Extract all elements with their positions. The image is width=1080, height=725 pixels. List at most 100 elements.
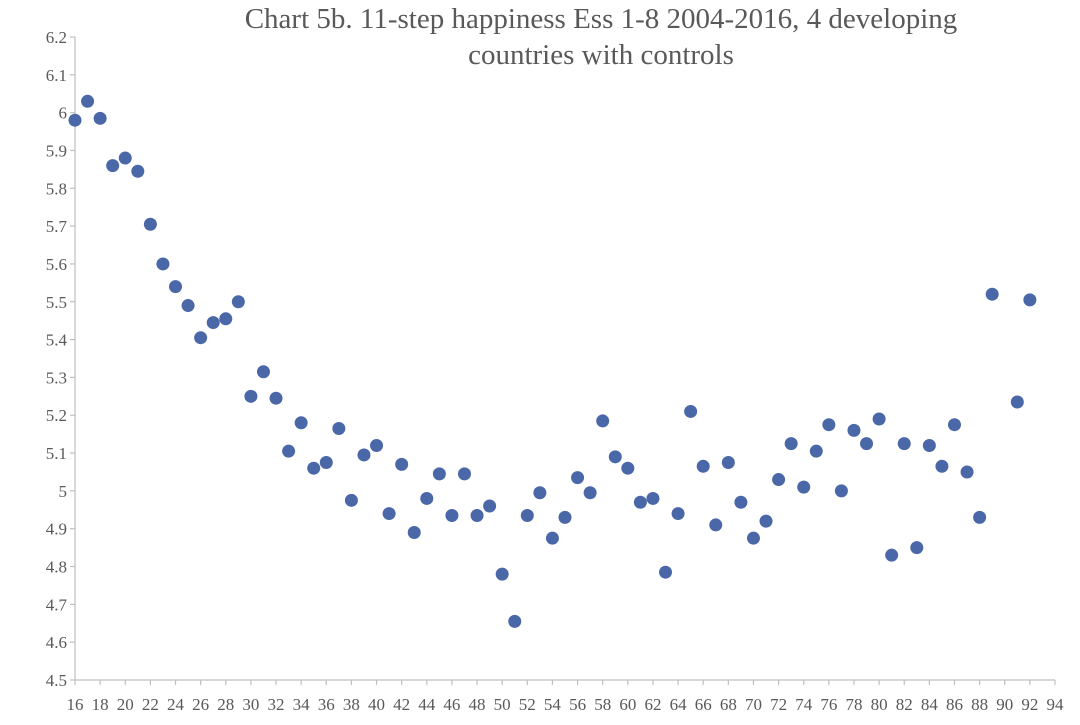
data-point bbox=[219, 312, 233, 326]
x-tick-label: 22 bbox=[142, 695, 159, 714]
y-tick-label: 4.5 bbox=[46, 671, 67, 690]
x-tick-label: 78 bbox=[845, 695, 862, 714]
data-point bbox=[596, 414, 610, 428]
y-tick-label: 6.1 bbox=[46, 66, 67, 85]
x-tick-label: 56 bbox=[569, 695, 586, 714]
data-point bbox=[1023, 293, 1037, 307]
x-tick-label: 20 bbox=[117, 695, 134, 714]
data-point bbox=[973, 510, 987, 524]
x-tick-label: 36 bbox=[318, 695, 335, 714]
data-point bbox=[960, 465, 974, 479]
x-tick-label: 76 bbox=[820, 695, 837, 714]
x-tick-label: 90 bbox=[996, 695, 1013, 714]
data-point bbox=[282, 444, 296, 458]
data-point bbox=[344, 493, 358, 507]
data-point bbox=[357, 448, 371, 462]
data-point bbox=[872, 412, 886, 426]
x-tick-label: 52 bbox=[519, 695, 536, 714]
x-tick-label: 84 bbox=[921, 695, 939, 714]
x-tick-label: 68 bbox=[720, 695, 737, 714]
data-point bbox=[721, 456, 735, 470]
data-point bbox=[156, 257, 170, 271]
x-tick-label: 94 bbox=[1047, 695, 1065, 714]
data-point bbox=[395, 457, 409, 471]
x-tick-label: 60 bbox=[619, 695, 636, 714]
x-tick-label: 26 bbox=[192, 695, 209, 714]
x-tick-label: 46 bbox=[443, 695, 460, 714]
data-point bbox=[407, 525, 421, 539]
data-point bbox=[483, 499, 497, 513]
data-point bbox=[382, 507, 396, 521]
data-point bbox=[143, 217, 157, 231]
data-point bbox=[457, 467, 471, 481]
data-point bbox=[947, 418, 961, 432]
data-point bbox=[659, 565, 673, 579]
data-point bbox=[709, 518, 723, 532]
x-tick-label: 48 bbox=[469, 695, 486, 714]
data-point bbox=[684, 404, 698, 418]
data-point bbox=[470, 508, 484, 522]
y-tick-label: 5.8 bbox=[46, 179, 67, 198]
data-point bbox=[935, 459, 949, 473]
data-point bbox=[169, 280, 183, 294]
y-tick-label: 4.7 bbox=[46, 595, 68, 614]
x-tick-label: 54 bbox=[544, 695, 562, 714]
data-point bbox=[118, 151, 132, 165]
x-tick-label: 86 bbox=[946, 695, 963, 714]
x-tick-label: 16 bbox=[67, 695, 84, 714]
data-point bbox=[671, 507, 685, 521]
data-point bbox=[860, 437, 874, 451]
x-tick-label: 64 bbox=[670, 695, 688, 714]
data-point bbox=[734, 495, 748, 509]
x-tick-label: 32 bbox=[268, 695, 285, 714]
x-tick-label: 72 bbox=[770, 695, 787, 714]
x-tick-label: 24 bbox=[167, 695, 185, 714]
data-point bbox=[922, 438, 936, 452]
data-point bbox=[508, 614, 522, 628]
data-point bbox=[432, 467, 446, 481]
data-point bbox=[784, 437, 798, 451]
data-point bbox=[332, 421, 346, 435]
y-tick-label: 5.6 bbox=[46, 255, 67, 274]
x-tick-label: 34 bbox=[293, 695, 311, 714]
data-point bbox=[93, 111, 107, 125]
data-point bbox=[445, 508, 459, 522]
data-point bbox=[256, 365, 270, 379]
data-point bbox=[370, 438, 384, 452]
data-point bbox=[131, 164, 145, 178]
data-point bbox=[583, 486, 597, 500]
y-tick-label: 5.4 bbox=[46, 331, 68, 350]
y-tick-label: 4.9 bbox=[46, 520, 67, 539]
data-point bbox=[81, 94, 95, 108]
y-tick-label: 4.8 bbox=[46, 558, 67, 577]
data-point bbox=[181, 299, 195, 313]
data-point bbox=[834, 484, 848, 498]
data-point bbox=[106, 159, 120, 173]
data-point bbox=[294, 416, 308, 430]
data-point bbox=[746, 531, 760, 545]
data-points bbox=[68, 94, 1037, 628]
data-point bbox=[495, 567, 509, 581]
chart-title-line-2: countries with controls bbox=[468, 39, 734, 71]
data-point bbox=[307, 461, 321, 475]
y-tick-label: 6 bbox=[59, 104, 68, 123]
x-tick-label: 88 bbox=[971, 695, 988, 714]
x-tick-label: 38 bbox=[343, 695, 360, 714]
data-point bbox=[319, 456, 333, 470]
x-tick-label: 42 bbox=[393, 695, 410, 714]
x-tick-label: 92 bbox=[1021, 695, 1038, 714]
data-point bbox=[608, 450, 622, 464]
data-point bbox=[231, 295, 245, 309]
data-point bbox=[759, 514, 773, 528]
x-tick-label: 44 bbox=[418, 695, 436, 714]
data-point bbox=[420, 491, 434, 505]
x-tick-label: 62 bbox=[644, 695, 661, 714]
data-point bbox=[797, 480, 811, 494]
data-point bbox=[269, 391, 283, 405]
data-point bbox=[646, 491, 660, 505]
data-point bbox=[1010, 395, 1024, 409]
data-point bbox=[985, 287, 999, 301]
data-point bbox=[910, 541, 924, 555]
